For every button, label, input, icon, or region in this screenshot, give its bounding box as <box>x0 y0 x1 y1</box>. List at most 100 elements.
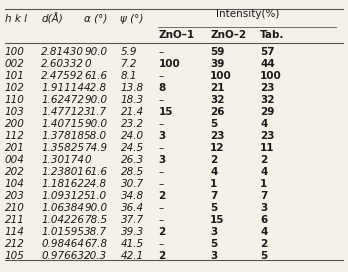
Text: 103: 103 <box>5 107 25 117</box>
Text: 1.91114: 1.91114 <box>41 83 84 93</box>
Text: 23: 23 <box>260 83 275 93</box>
Text: 5: 5 <box>210 203 218 213</box>
Text: 3: 3 <box>158 131 166 141</box>
Text: 51.0: 51.0 <box>84 191 108 201</box>
Text: 105: 105 <box>5 251 25 261</box>
Text: 110: 110 <box>5 95 25 105</box>
Text: –: – <box>158 143 164 153</box>
Text: –: – <box>158 47 164 57</box>
Text: –: – <box>158 167 164 177</box>
Text: 1.06384: 1.06384 <box>41 203 84 213</box>
Text: 3: 3 <box>210 227 218 237</box>
Text: 100: 100 <box>5 47 25 57</box>
Text: 100: 100 <box>260 71 282 81</box>
Text: 21: 21 <box>210 83 225 93</box>
Text: 4: 4 <box>260 227 268 237</box>
Text: d(Å): d(Å) <box>41 13 63 24</box>
Text: 1: 1 <box>260 179 268 189</box>
Text: 74.9: 74.9 <box>84 143 108 153</box>
Text: 0.97663: 0.97663 <box>41 251 84 261</box>
Text: 36.4: 36.4 <box>120 203 144 213</box>
Text: 7: 7 <box>260 191 268 201</box>
Text: 39: 39 <box>210 59 224 69</box>
Text: 2.81430: 2.81430 <box>41 47 84 57</box>
Text: 1: 1 <box>210 179 218 189</box>
Text: 210: 210 <box>5 203 25 213</box>
Text: 23.2: 23.2 <box>120 119 144 129</box>
Text: 114: 114 <box>5 227 25 237</box>
Text: 4: 4 <box>260 119 268 129</box>
Text: 201: 201 <box>5 143 25 153</box>
Text: 2: 2 <box>158 191 166 201</box>
Text: 0.98464: 0.98464 <box>41 239 84 249</box>
Text: 200: 200 <box>5 119 25 129</box>
Text: 39.3: 39.3 <box>120 227 144 237</box>
Text: 2.60332: 2.60332 <box>41 59 84 69</box>
Text: Tab.: Tab. <box>260 30 285 40</box>
Text: 20.3: 20.3 <box>84 251 108 261</box>
Text: –: – <box>158 215 164 225</box>
Text: 1.01595: 1.01595 <box>41 227 84 237</box>
Text: 90.0: 90.0 <box>84 95 108 105</box>
Text: 24.0: 24.0 <box>120 131 144 141</box>
Text: 34.8: 34.8 <box>120 191 144 201</box>
Text: 32: 32 <box>210 95 225 105</box>
Text: 12: 12 <box>210 143 225 153</box>
Text: 7: 7 <box>210 191 218 201</box>
Text: 44: 44 <box>260 59 275 69</box>
Text: 004: 004 <box>5 155 25 165</box>
Text: 104: 104 <box>5 179 25 189</box>
Text: 42.8: 42.8 <box>84 83 108 93</box>
Text: 2.47592: 2.47592 <box>41 71 84 81</box>
Text: 11: 11 <box>260 143 275 153</box>
Text: –: – <box>158 95 164 105</box>
Text: 211: 211 <box>5 215 25 225</box>
Text: 31.7: 31.7 <box>84 107 108 117</box>
Text: –: – <box>158 203 164 213</box>
Text: 42.1: 42.1 <box>120 251 144 261</box>
Text: 102: 102 <box>5 83 25 93</box>
Text: 26.3: 26.3 <box>120 155 144 165</box>
Text: 30.7: 30.7 <box>120 179 144 189</box>
Text: –: – <box>158 119 164 129</box>
Text: 5: 5 <box>210 239 218 249</box>
Text: 23: 23 <box>210 131 225 141</box>
Text: 90.0: 90.0 <box>84 203 108 213</box>
Text: 59: 59 <box>210 47 224 57</box>
Text: 212: 212 <box>5 239 25 249</box>
Text: 3: 3 <box>158 155 166 165</box>
Text: 002: 002 <box>5 59 25 69</box>
Text: 2: 2 <box>210 155 218 165</box>
Text: 15: 15 <box>210 215 225 225</box>
Text: 41.5: 41.5 <box>120 239 144 249</box>
Text: 1.62472: 1.62472 <box>41 95 84 105</box>
Text: 5.9: 5.9 <box>120 47 137 57</box>
Text: 5: 5 <box>260 251 268 261</box>
Text: 1.23801: 1.23801 <box>41 167 84 177</box>
Text: 28.5: 28.5 <box>120 167 144 177</box>
Text: 1.47712: 1.47712 <box>41 107 84 117</box>
Text: 100: 100 <box>210 71 232 81</box>
Text: 1.09312: 1.09312 <box>41 191 84 201</box>
Text: 61.6: 61.6 <box>84 167 108 177</box>
Text: h k l: h k l <box>5 14 27 24</box>
Text: 58.0: 58.0 <box>84 131 108 141</box>
Text: 18.3: 18.3 <box>120 95 144 105</box>
Text: 2: 2 <box>158 251 166 261</box>
Text: 6: 6 <box>260 215 268 225</box>
Text: ZnO–2: ZnO–2 <box>210 30 246 40</box>
Text: 2: 2 <box>260 155 268 165</box>
Text: 5: 5 <box>210 119 218 129</box>
Text: 32: 32 <box>260 95 275 105</box>
Text: 8: 8 <box>158 83 166 93</box>
Text: 100: 100 <box>158 59 180 69</box>
Text: 15: 15 <box>158 107 173 117</box>
Text: 1.04226: 1.04226 <box>41 215 84 225</box>
Text: 3: 3 <box>260 203 268 213</box>
Text: 1.37818: 1.37818 <box>41 131 84 141</box>
Text: 26: 26 <box>210 107 225 117</box>
Text: 1.35825: 1.35825 <box>41 143 84 153</box>
Text: 57: 57 <box>260 47 275 57</box>
Text: Intensity(%): Intensity(%) <box>216 8 279 18</box>
Text: 13.8: 13.8 <box>120 83 144 93</box>
